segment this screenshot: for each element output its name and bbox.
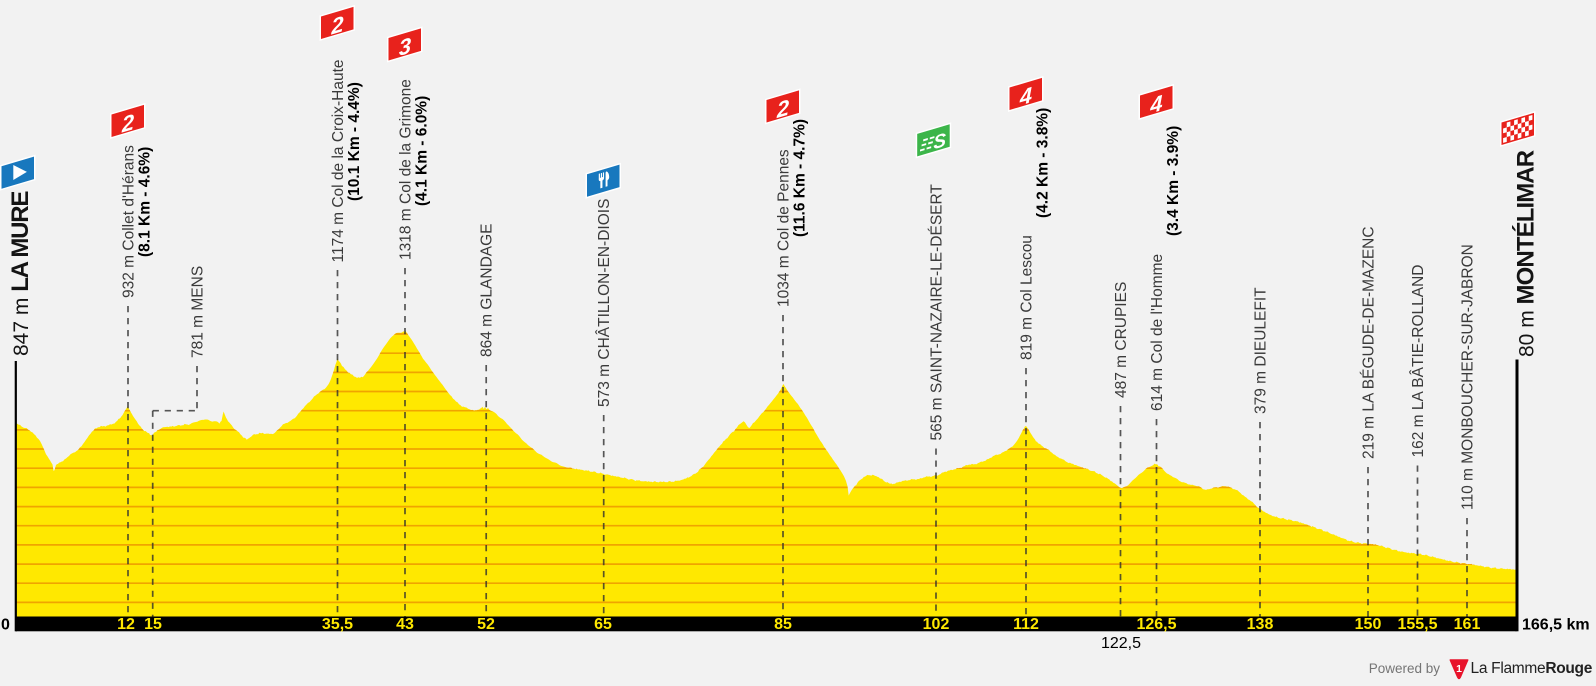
svg-text:2: 2: [776, 95, 790, 124]
svg-text:65: 65: [594, 616, 612, 633]
svg-text:781 m MENS: 781 m MENS: [190, 266, 207, 358]
svg-text:102: 102: [923, 616, 950, 633]
svg-text:85: 85: [774, 616, 792, 633]
svg-text:166,5 km: 166,5 km: [1522, 617, 1590, 634]
svg-text:12: 12: [117, 616, 135, 633]
svg-text:1318 m Col de la Grimone: 1318 m Col de la Grimone: [398, 79, 415, 260]
svg-text:(11.6 Km - 4.7%): (11.6 Km - 4.7%): [792, 119, 809, 237]
svg-text:614 m Col de l'Homme: 614 m Col de l'Homme: [1149, 254, 1166, 411]
svg-text:932 m Collet d'Hérans: 932 m Collet d'Hérans: [121, 145, 138, 298]
svg-text:3: 3: [399, 33, 412, 61]
svg-text:1: 1: [1456, 663, 1462, 675]
svg-text:(4.1 Km - 6.0%): (4.1 Km - 6.0%): [414, 96, 431, 206]
svg-text:80 m MONTÉLIMAR: 80 m MONTÉLIMAR: [1512, 150, 1540, 357]
svg-text:161: 161: [1454, 616, 1481, 633]
svg-text:864 m GLANDAGE: 864 m GLANDAGE: [479, 223, 496, 357]
svg-text:Powered by: Powered by: [1369, 661, 1441, 676]
svg-text:35,5: 35,5: [322, 616, 353, 633]
svg-text:573 m CHÂTILLON-EN-DIOIS: 573 m CHÂTILLON-EN-DIOIS: [596, 199, 613, 407]
svg-text:1034 m Col de Pennes: 1034 m Col de Pennes: [776, 149, 793, 307]
svg-text:847 m LA MURE: 847 m LA MURE: [7, 191, 34, 356]
svg-text:15: 15: [144, 616, 162, 633]
svg-text:1174 m Col de la Croix-Haute: 1174 m Col de la Croix-Haute: [330, 59, 347, 262]
svg-text:0: 0: [1, 617, 10, 634]
svg-text:162 m LA BÂTIE-ROLLAND: 162 m LA BÂTIE-ROLLAND: [1410, 265, 1427, 458]
svg-text:43: 43: [396, 616, 414, 633]
svg-text:(8.1 Km - 4.6%): (8.1 Km - 4.6%): [137, 147, 154, 257]
svg-text:819 m Col Lescou: 819 m Col Lescou: [1019, 235, 1036, 360]
svg-text:(10.1 Km - 4.4%): (10.1 Km - 4.4%): [346, 82, 363, 201]
svg-text:122,5: 122,5: [1101, 635, 1141, 652]
svg-text:(4.2 Km - 3.8%): (4.2 Km - 3.8%): [1035, 108, 1052, 218]
svg-text:219 m LA BÉGUDE-DE-MAZENC: 219 m LA BÉGUDE-DE-MAZENC: [1361, 226, 1378, 459]
svg-text:(3.4 Km - 3.9%): (3.4 Km - 3.9%): [1165, 126, 1182, 236]
svg-text:565 m SAINT-NAZAIRE-LE-DÉSERT: 565 m SAINT-NAZAIRE-LE-DÉSERT: [929, 184, 946, 441]
svg-text:La FlammeRouge: La FlammeRouge: [1471, 660, 1593, 677]
svg-text:150: 150: [1355, 616, 1382, 633]
svg-text:52: 52: [477, 616, 495, 633]
svg-text:126,5: 126,5: [1136, 616, 1176, 633]
svg-text:155,5: 155,5: [1397, 616, 1437, 633]
svg-text:487 m CRUPIES: 487 m CRUPIES: [1113, 282, 1130, 398]
svg-text:2: 2: [330, 11, 344, 40]
svg-text:110 m MONBOUCHER-SUR-JABRON: 110 m MONBOUCHER-SUR-JABRON: [1460, 244, 1477, 510]
svg-text:379 m DIEULEFIT: 379 m DIEULEFIT: [1253, 287, 1270, 414]
svg-text:138: 138: [1247, 616, 1274, 633]
svg-text:112: 112: [1013, 616, 1039, 633]
svg-text:S: S: [933, 129, 946, 154]
svg-text:4: 4: [1149, 90, 1163, 119]
svg-text:4: 4: [1019, 82, 1033, 111]
svg-text:2: 2: [121, 109, 135, 138]
